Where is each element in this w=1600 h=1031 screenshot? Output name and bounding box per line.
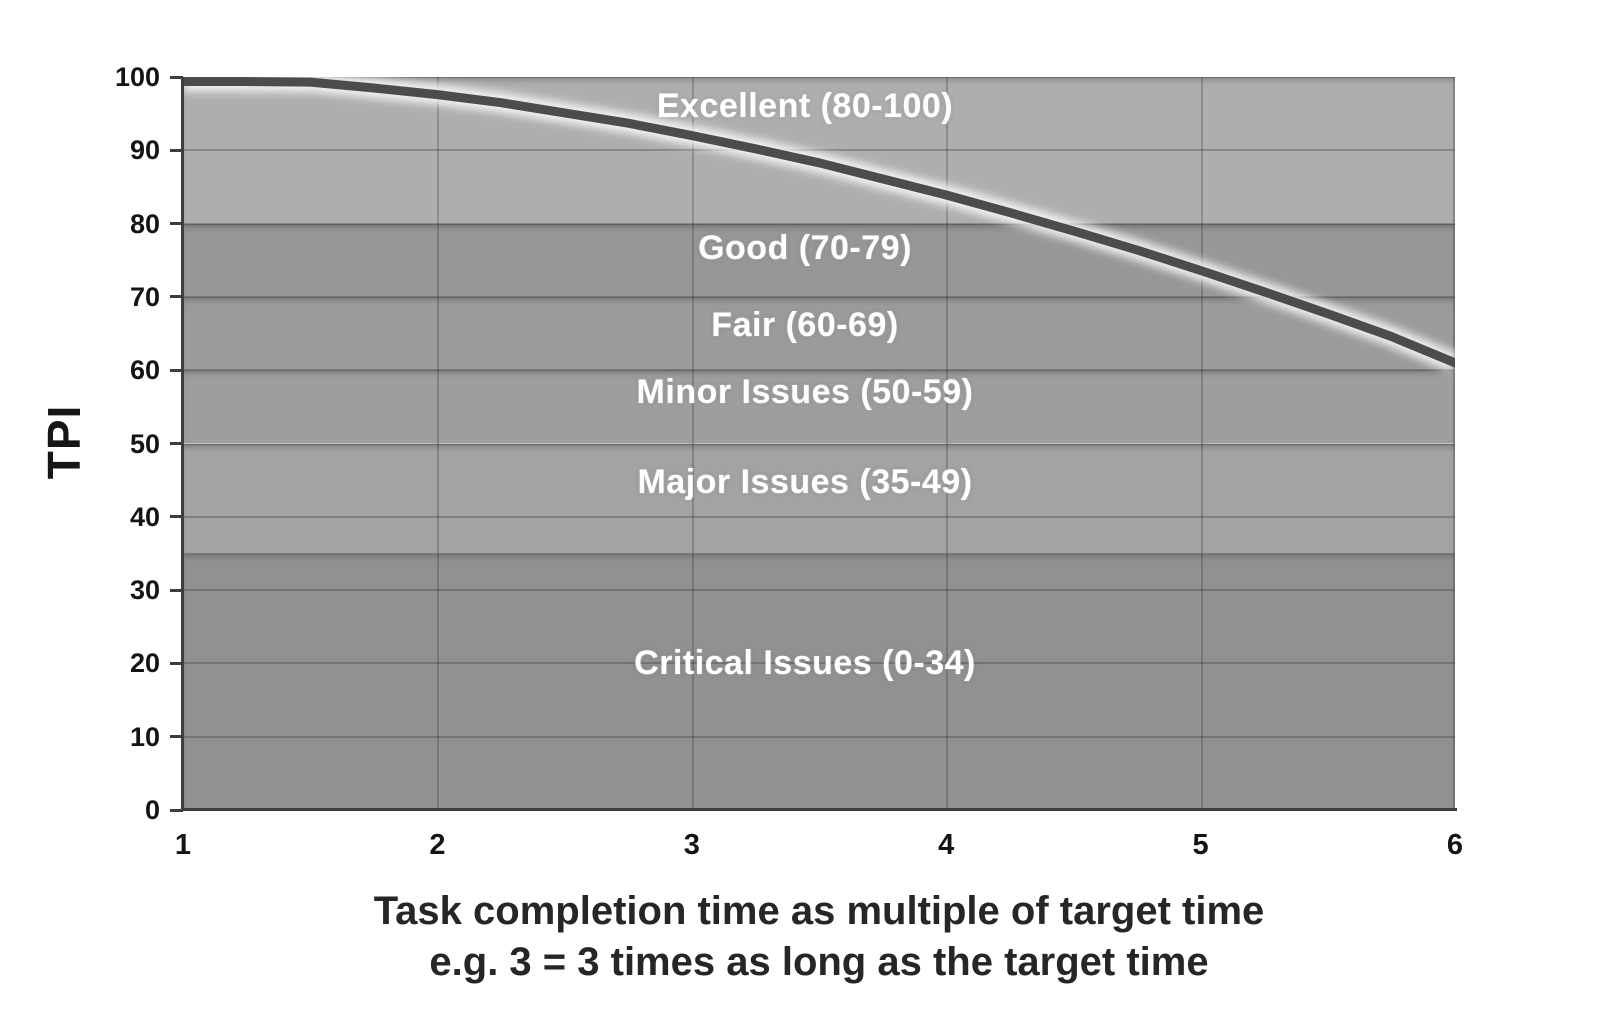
zone-band-60-69	[183, 296, 1455, 371]
v-gridline-2	[437, 77, 440, 810]
h-gridline-70	[183, 295, 1455, 298]
x-axis-title-line2: e.g. 3 = 3 times as long as the target t…	[429, 940, 1209, 984]
y-tick-mark-90	[170, 148, 183, 152]
zone-band-80-100	[183, 77, 1455, 224]
y-tick-mark-80	[170, 222, 183, 226]
zone-label-35-49: Major Issues (35-49)	[637, 463, 973, 502]
y-tick-label-40: 40	[129, 501, 160, 532]
curve-line	[183, 77, 1455, 368]
y-tick-label-70: 70	[129, 281, 160, 312]
y-tick-label-60: 60	[129, 355, 160, 386]
y-tick-mark-40	[170, 515, 183, 519]
x-axis-title: Task completion time as multiple of targ…	[19, 886, 1600, 988]
h-gridline-20	[183, 662, 1455, 665]
zone-label-70-79: Good (70-79)	[698, 228, 912, 267]
zone-band-50-59	[183, 370, 1455, 444]
y-tick-label-100: 100	[114, 62, 160, 92]
h-gridline-30	[183, 589, 1455, 592]
y-tick-mark-30	[170, 588, 183, 592]
zone-label-50-59: Minor Issues (50-59)	[636, 373, 974, 412]
y-tick-mark-70	[170, 295, 183, 299]
tpi-curve	[183, 77, 1455, 373]
y-tick-label-80: 80	[129, 208, 160, 239]
zone-label-0-34: Critical Issues (0-34)	[634, 643, 976, 682]
plot-area: Excellent (80-100) Good (70-79) Fair (60-6…	[183, 77, 1455, 810]
h-gridline-100	[183, 77, 1455, 78]
y-tick-label-0: 0	[144, 795, 160, 825]
y-tick-label-10: 10	[129, 721, 160, 752]
y-tick-mark-60	[170, 368, 183, 372]
x-axis-line	[181, 808, 1457, 811]
curve-glow	[183, 77, 1455, 373]
h-gridline-50	[183, 442, 1455, 445]
zone-label-60-69: Fair (60-69)	[711, 305, 899, 344]
v-gridline-6	[1453, 77, 1455, 810]
x-tick-label-1: 1	[174, 829, 192, 861]
h-gridline-40	[183, 515, 1455, 518]
v-gridline-3	[691, 77, 694, 810]
y-tick-mark-50	[170, 442, 183, 445]
y-tick-label-50: 50	[129, 428, 160, 459]
zone-label-80-100: Excellent (80-100)	[656, 87, 954, 126]
x-tick-label-5: 5	[1192, 829, 1209, 861]
h-gridline-90	[183, 149, 1455, 152]
y-axis-line	[181, 77, 184, 811]
y-tick-mark-20	[170, 661, 183, 665]
h-gridline-60	[183, 369, 1455, 372]
y-tick-label-90: 90	[129, 135, 160, 166]
zone-band-0-34	[183, 553, 1455, 810]
x-tick-label-4: 4	[938, 829, 955, 861]
y-tick-label-20: 20	[129, 648, 160, 679]
x-tick-label-6: 6	[1446, 829, 1464, 861]
zone-band-35-49	[183, 443, 1455, 554]
y-tick-mark-100	[170, 75, 183, 79]
x-tick-label-2: 2	[429, 829, 446, 861]
h-gridline-80	[183, 222, 1455, 225]
x-tick-label-3: 3	[683, 829, 700, 861]
x-axis-title-line1: Task completion time as multiple of targ…	[373, 889, 1265, 933]
y-tick-mark-10	[170, 735, 183, 739]
h-gridline-10	[183, 735, 1455, 738]
y-tick-mark-0	[170, 808, 183, 812]
y-tick-label-30: 30	[129, 575, 160, 606]
v-gridline-5	[1200, 77, 1203, 810]
v-gridline-4	[946, 77, 949, 810]
